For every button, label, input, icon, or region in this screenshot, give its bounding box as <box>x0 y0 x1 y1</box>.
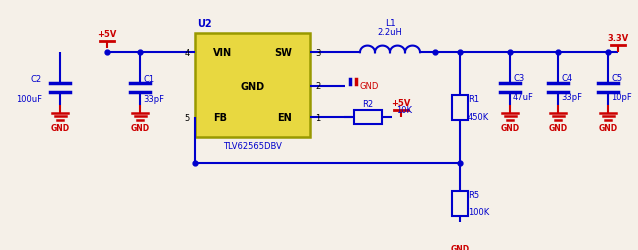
Text: 450K: 450K <box>468 113 489 122</box>
Text: C3: C3 <box>513 73 524 82</box>
Text: R1: R1 <box>468 95 479 104</box>
Text: 4: 4 <box>185 48 190 58</box>
Text: 10K: 10K <box>396 106 412 115</box>
Text: 3.3V: 3.3V <box>607 34 628 43</box>
Text: GND: GND <box>450 244 470 250</box>
Text: FB: FB <box>213 112 227 122</box>
Bar <box>452 96 468 121</box>
Text: 1: 1 <box>315 113 320 122</box>
Bar <box>452 191 468 216</box>
Text: 5: 5 <box>185 113 190 122</box>
Text: R2: R2 <box>362 100 374 109</box>
Text: 3: 3 <box>315 48 320 58</box>
Text: C5: C5 <box>611 73 622 82</box>
Text: VIN: VIN <box>213 48 232 58</box>
Text: C1: C1 <box>143 75 154 84</box>
Text: 2.2uH: 2.2uH <box>378 28 403 37</box>
Text: GND: GND <box>130 124 149 133</box>
Text: +5V: +5V <box>98 30 117 39</box>
Text: 47uF: 47uF <box>513 93 534 102</box>
Text: EN: EN <box>278 112 292 122</box>
Text: GND: GND <box>598 124 618 133</box>
Text: U2: U2 <box>197 19 212 29</box>
Bar <box>354 110 382 125</box>
Text: 33pF: 33pF <box>561 93 582 102</box>
Text: +5V: +5V <box>391 99 411 108</box>
Text: L1: L1 <box>385 19 396 28</box>
Text: R5: R5 <box>468 190 479 199</box>
Text: SW: SW <box>274 48 292 58</box>
Bar <box>195 34 310 137</box>
Text: 33pF: 33pF <box>143 94 164 104</box>
Text: 100K: 100K <box>468 208 489 216</box>
Text: 2: 2 <box>315 82 320 91</box>
Text: C2: C2 <box>31 75 42 84</box>
Text: C4: C4 <box>561 73 572 82</box>
Text: GND: GND <box>500 124 519 133</box>
Text: 10pF: 10pF <box>611 93 632 102</box>
Text: GND: GND <box>50 124 70 133</box>
Text: GND: GND <box>241 82 265 92</box>
Text: GND: GND <box>549 124 568 133</box>
Text: GND: GND <box>360 82 380 91</box>
Text: TLV62565DBV: TLV62565DBV <box>223 142 282 150</box>
Text: 100uF: 100uF <box>16 94 42 104</box>
